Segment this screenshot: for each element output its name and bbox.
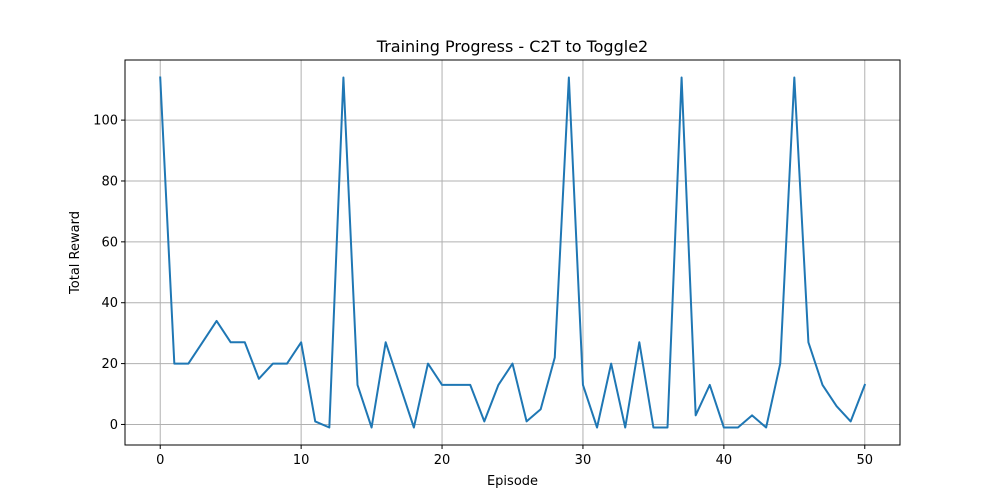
- x-tick-label: 20: [434, 453, 451, 468]
- x-tick-label: 0: [156, 453, 164, 468]
- series-layer: [159, 76, 867, 429]
- plot-frame: [124, 59, 901, 446]
- y-axis-label: Total Reward: [68, 211, 83, 295]
- y-tick-label: 60: [101, 235, 118, 250]
- x-tick-label: 40: [716, 453, 733, 468]
- series-line: [159, 76, 867, 429]
- x-tick-label: 50: [856, 453, 873, 468]
- x-tick-label: 30: [575, 453, 592, 468]
- chart-title: Training Progress - C2T to Toggle2: [376, 37, 648, 56]
- grid-layer: [125, 60, 900, 445]
- y-tick-label: 20: [101, 357, 118, 372]
- x-tick-label: 10: [293, 453, 310, 468]
- y-tick-label: 100: [93, 114, 118, 129]
- y-tick-label: 40: [101, 296, 118, 311]
- tick-layer: 0 10 20 30 40 50 0 20 40 60 80 100: [93, 114, 873, 468]
- x-axis-label: Episode: [487, 474, 538, 489]
- y-tick-label: 80: [101, 174, 118, 189]
- y-tick-label: 0: [110, 418, 118, 433]
